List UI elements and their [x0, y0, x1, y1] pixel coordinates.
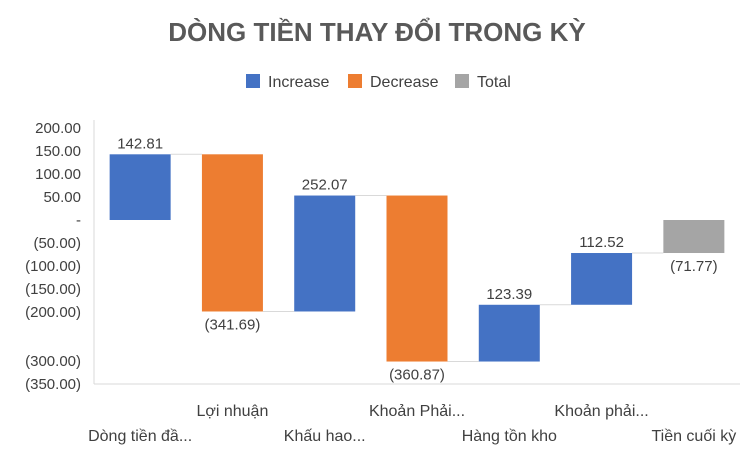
y-tick-label: 150.00	[35, 143, 81, 160]
category-label: Lợi nhuận	[196, 403, 268, 420]
legend-label-decrease: Decrease	[370, 74, 439, 91]
bar-decrease	[201, 154, 263, 312]
legend-swatch-total	[455, 74, 469, 88]
bar-increase	[478, 304, 540, 362]
category-label: Khoản Phải...	[369, 403, 465, 420]
y-tick-label: (50.00)	[33, 235, 81, 252]
legend-label-increase: Increase	[268, 74, 329, 91]
data-labels: 142.81 (341.69) 252.07 (360.87) 123.39 112.52…	[117, 135, 717, 383]
category-label: Hàng tồn kho	[462, 428, 557, 445]
category-label: Khấu hao...	[284, 428, 366, 445]
category-label: Dòng tiền đầ...	[88, 428, 192, 445]
chart-title: DÒNG TIỀN THAY ĐỔI TRONG KỲ	[168, 17, 586, 47]
y-tick-label: (300.00)	[25, 353, 81, 370]
data-label: (341.69)	[204, 316, 260, 333]
data-label: 252.07	[302, 177, 348, 194]
data-label: 123.39	[486, 286, 532, 303]
y-tick-label: 200.00	[35, 120, 81, 137]
legend-swatch-increase	[246, 74, 260, 88]
y-tick-label: 50.00	[43, 189, 81, 206]
y-tick-label: (100.00)	[25, 258, 81, 275]
y-tick-label: (350.00)	[25, 376, 81, 393]
y-tick-label: 100.00	[35, 166, 81, 183]
legend: Increase Decrease Total	[246, 74, 511, 91]
y-axis: 200.00 150.00 100.00 50.00 - (50.00) (100.00) (…	[25, 120, 81, 393]
data-label: (360.87)	[389, 367, 445, 384]
bar-total	[663, 220, 725, 254]
bar-increase	[109, 154, 171, 220]
data-label: 142.81	[117, 135, 163, 152]
category-label: Khoản phải...	[554, 403, 648, 420]
legend-swatch-decrease	[348, 74, 362, 88]
y-tick-label: -	[76, 212, 81, 229]
category-label: Tiền cuối kỳ	[651, 428, 736, 445]
bar-increase	[571, 253, 633, 305]
y-tick-label: (200.00)	[25, 304, 81, 321]
data-label: (71.77)	[670, 258, 718, 275]
bars	[109, 154, 725, 362]
legend-label-total: Total	[477, 74, 511, 91]
bar-decrease	[386, 195, 448, 362]
connectors	[170, 153, 664, 363]
bar-increase	[294, 195, 356, 312]
data-label: 112.52	[579, 234, 624, 251]
y-tick-label: (150.00)	[25, 281, 81, 298]
